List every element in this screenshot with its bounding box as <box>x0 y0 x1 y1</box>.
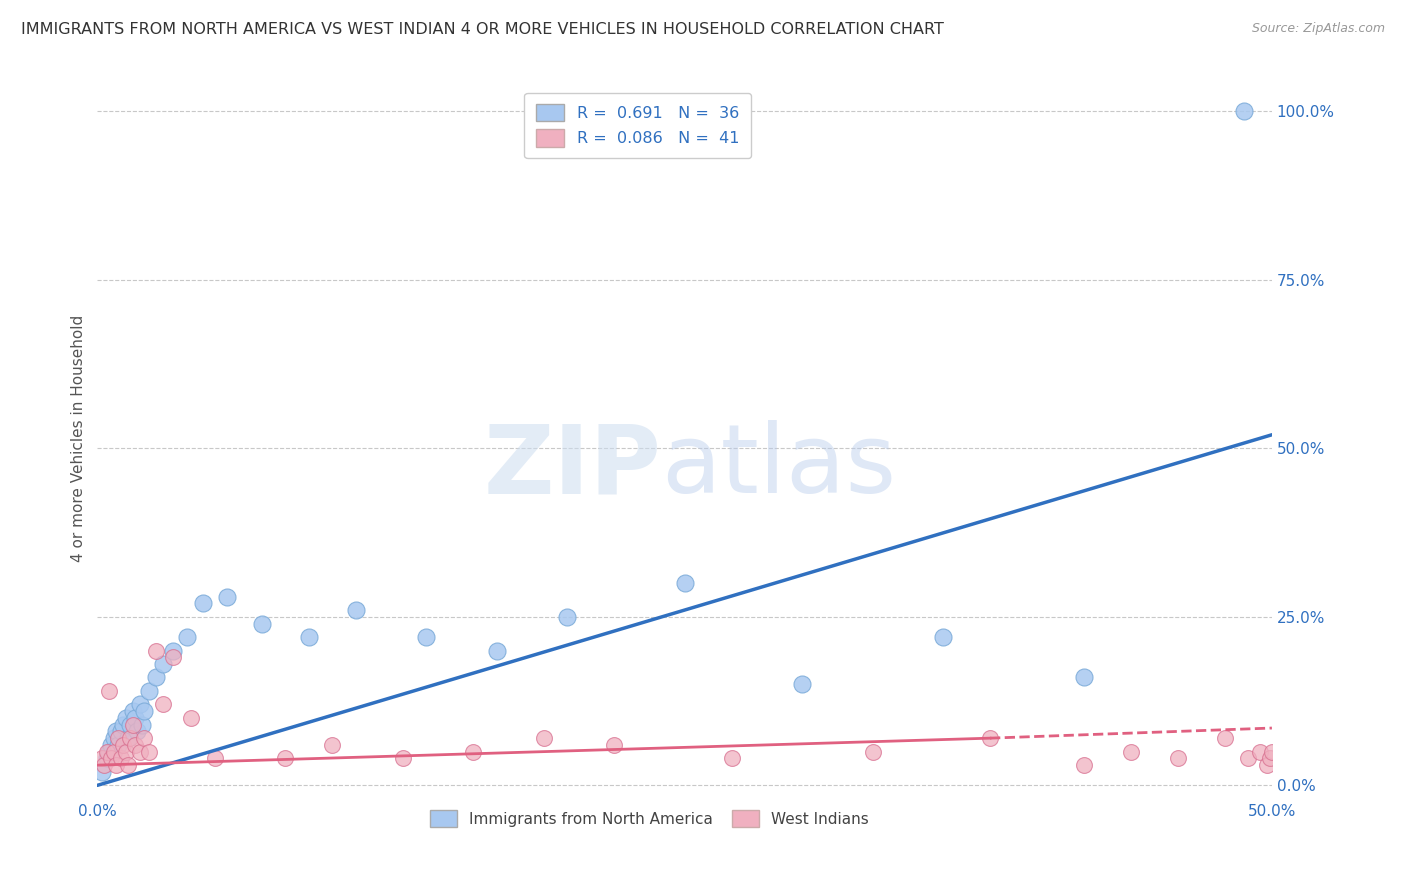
Text: Source: ZipAtlas.com: Source: ZipAtlas.com <box>1251 22 1385 36</box>
Point <box>98 745 121 759</box>
Point <box>1233 104 1256 119</box>
Point <box>100 738 122 752</box>
Point <box>391 751 413 765</box>
Point <box>120 731 142 746</box>
Point <box>485 643 508 657</box>
Point <box>134 704 156 718</box>
Point <box>107 738 129 752</box>
Point <box>105 758 128 772</box>
Point <box>790 677 813 691</box>
Point <box>176 630 198 644</box>
Point <box>128 745 150 759</box>
Point <box>105 724 128 739</box>
Point <box>274 751 297 765</box>
Point <box>110 724 132 739</box>
Point <box>191 596 214 610</box>
Point <box>1073 670 1095 684</box>
Point <box>1237 751 1260 765</box>
Point <box>103 745 125 759</box>
Point <box>117 731 139 746</box>
Point <box>298 630 321 644</box>
Point <box>145 643 167 657</box>
Point <box>127 724 149 739</box>
Point <box>321 738 343 752</box>
Legend: Immigrants from North America, West Indians: Immigrants from North America, West Indi… <box>422 803 877 835</box>
Point <box>91 764 114 779</box>
Point <box>112 738 135 752</box>
Point <box>344 603 367 617</box>
Point <box>1073 758 1095 772</box>
Point <box>120 717 142 731</box>
Point <box>131 717 153 731</box>
Point <box>415 630 437 644</box>
Point <box>162 650 184 665</box>
Y-axis label: 4 or more Vehicles in Household: 4 or more Vehicles in Household <box>72 315 86 562</box>
Point <box>93 758 115 772</box>
Point <box>555 609 578 624</box>
Point <box>117 758 139 772</box>
Text: ZIP: ZIP <box>484 420 661 514</box>
Point <box>138 684 160 698</box>
Point <box>121 717 143 731</box>
Point <box>138 745 160 759</box>
Point <box>107 731 129 746</box>
Point <box>603 738 626 752</box>
Point <box>1119 745 1142 759</box>
Point <box>162 643 184 657</box>
Point <box>114 745 136 759</box>
Point <box>145 670 167 684</box>
Point <box>112 717 135 731</box>
Point <box>862 745 884 759</box>
Point <box>673 576 696 591</box>
Point <box>103 731 125 746</box>
Point <box>1167 751 1189 765</box>
Point <box>96 751 118 765</box>
Text: atlas: atlas <box>661 420 896 514</box>
Point <box>110 751 132 765</box>
Point <box>152 657 174 671</box>
Point <box>215 590 238 604</box>
Point <box>100 751 122 765</box>
Text: IMMIGRANTS FROM NORTH AMERICA VS WEST INDIAN 4 OR MORE VEHICLES IN HOUSEHOLD COR: IMMIGRANTS FROM NORTH AMERICA VS WEST IN… <box>21 22 943 37</box>
Point <box>98 684 121 698</box>
Point <box>134 731 156 746</box>
Point <box>932 630 955 644</box>
Point <box>91 751 114 765</box>
Point <box>124 711 146 725</box>
Point <box>96 745 118 759</box>
Point <box>1256 758 1278 772</box>
Point <box>121 704 143 718</box>
Point <box>979 731 1001 746</box>
Point <box>720 751 742 765</box>
Point <box>1261 745 1284 759</box>
Point <box>204 751 226 765</box>
Point <box>128 698 150 712</box>
Point <box>114 711 136 725</box>
Point <box>1249 745 1271 759</box>
Point <box>152 698 174 712</box>
Point <box>463 745 485 759</box>
Point <box>250 616 273 631</box>
Point <box>1258 751 1281 765</box>
Point <box>180 711 202 725</box>
Point <box>124 738 146 752</box>
Point <box>1213 731 1236 746</box>
Point <box>533 731 555 746</box>
